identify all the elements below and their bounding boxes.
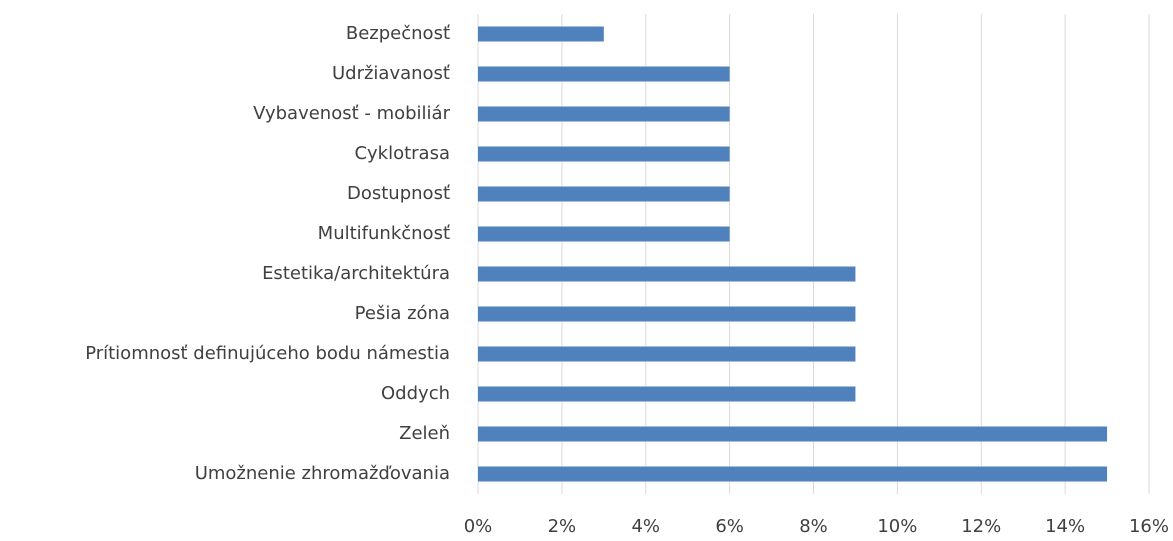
y-tick-label: Multifunkčnosť	[318, 223, 450, 244]
bar	[478, 26, 604, 42]
y-tick-label: Dostupnosť	[347, 183, 450, 204]
x-tick-label: 16%	[1129, 516, 1169, 537]
x-tick-label: 14%	[1045, 516, 1085, 537]
y-tick-label: Vybavenosť - mobiliár	[253, 103, 450, 124]
x-tick-label: 8%	[799, 516, 828, 537]
bar	[478, 386, 856, 402]
y-tick-label: Prítiomnosť definujúceho bodu námestia	[85, 343, 450, 364]
bar	[478, 186, 730, 202]
x-tick-label: 0%	[464, 516, 493, 537]
y-tick-label: Estetika/architektúra	[262, 263, 450, 284]
x-tick-label: 6%	[715, 516, 744, 537]
y-tick-label: Udržiavanosť	[332, 63, 450, 84]
x-tick-label: 10%	[877, 516, 917, 537]
y-tick-label: Cyklotrasa	[354, 143, 450, 164]
bar	[478, 466, 1108, 482]
bar	[478, 306, 856, 322]
bar	[478, 266, 856, 282]
x-tick-label: 2%	[548, 516, 577, 537]
bar	[478, 146, 730, 162]
y-tick-label: Pešia zóna	[355, 303, 450, 324]
x-tick-label: 4%	[631, 516, 660, 537]
bar	[478, 226, 730, 242]
y-tick-label: Umožnenie zhromažďovania	[195, 463, 450, 484]
x-tick-label: 12%	[961, 516, 1001, 537]
bar	[478, 106, 730, 122]
bar	[478, 346, 856, 362]
bar	[478, 426, 1108, 442]
y-tick-label: Oddych	[381, 383, 450, 404]
y-tick-label: Bezpečnosť	[346, 23, 450, 44]
y-tick-label: Zeleň	[399, 423, 450, 444]
bar	[478, 66, 730, 82]
